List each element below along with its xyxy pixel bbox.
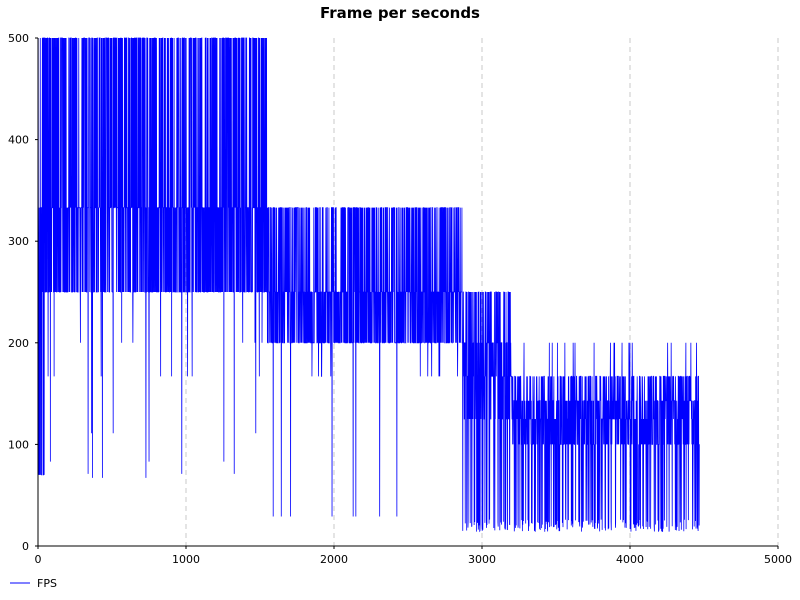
y-tick-label-500: 500 bbox=[8, 32, 29, 45]
x-tick-label-2000: 2000 bbox=[320, 553, 348, 566]
chart-title: Frame per seconds bbox=[320, 4, 480, 22]
x-tick-label-1000: 1000 bbox=[172, 553, 200, 566]
x-tick-label-3000: 3000 bbox=[468, 553, 496, 566]
axes bbox=[37, 38, 778, 547]
legend-label-fps: FPS bbox=[37, 577, 57, 590]
x-tick-label-5000: 5000 bbox=[764, 553, 792, 566]
y-tick-label-400: 400 bbox=[8, 134, 29, 147]
series-fps bbox=[37, 37, 700, 533]
y-tick-label-100: 100 bbox=[8, 438, 29, 451]
legend: FPS bbox=[10, 577, 57, 590]
y-tick-label-200: 200 bbox=[8, 337, 29, 350]
x-tick-label-0: 0 bbox=[35, 553, 42, 566]
series-line-fps bbox=[37, 37, 700, 533]
y-tick-label-0: 0 bbox=[22, 540, 29, 553]
ticks: 0 1000 2000 3000 4000 5000 0 100 200 300 400 500 bbox=[8, 32, 792, 566]
y-tick-label-300: 300 bbox=[8, 235, 29, 248]
x-tick-label-4000: 4000 bbox=[616, 553, 644, 566]
